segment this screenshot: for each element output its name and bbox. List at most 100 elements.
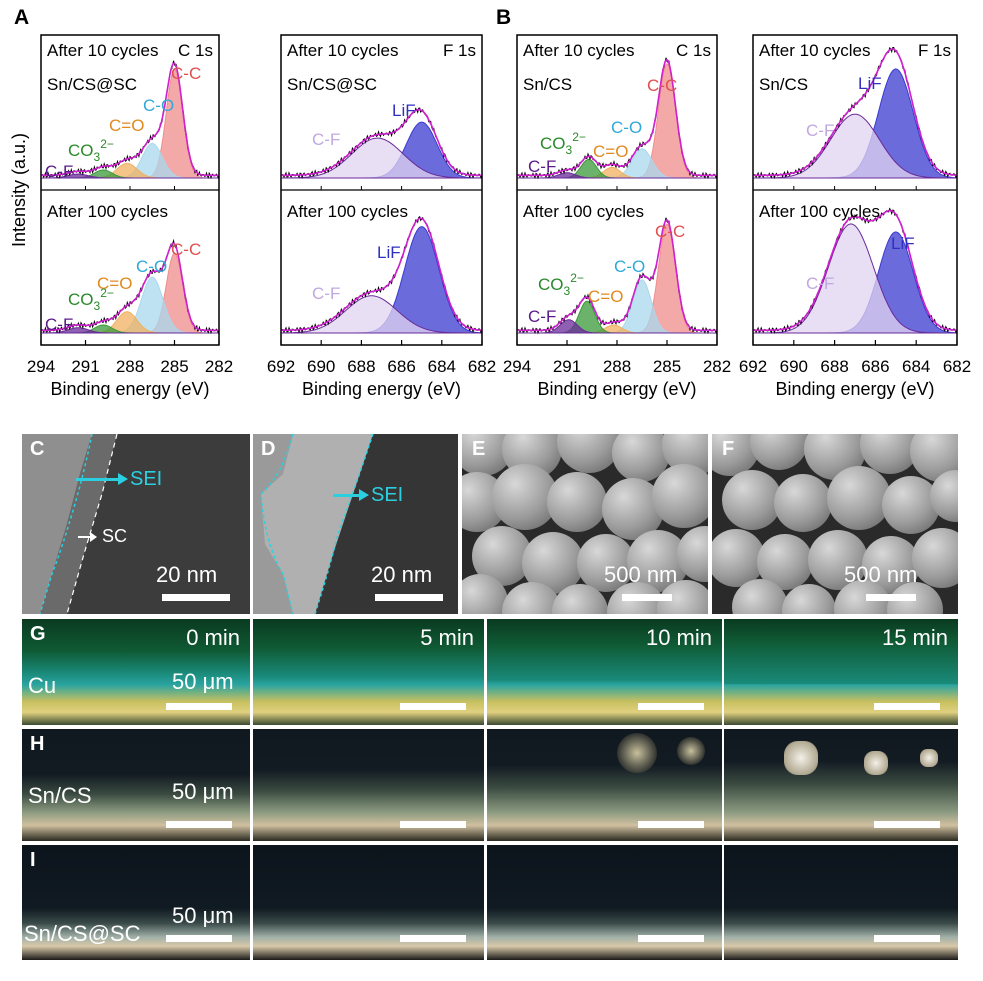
- scale-bar-g: [874, 703, 940, 710]
- optical-image-g-0: G Cu 50 μm 0 min: [22, 619, 250, 725]
- x-axis-label: Binding energy (eV): [50, 379, 209, 399]
- sem-particle: [722, 470, 782, 530]
- label-cf: C-F: [528, 157, 556, 176]
- optical-image-i-3: [724, 845, 958, 960]
- sem-image-f: F 500 nm: [712, 434, 958, 614]
- label-cc: C-C: [171, 64, 201, 83]
- sem-particle: [547, 472, 607, 532]
- panel-letter-c: C: [30, 438, 45, 460]
- tem-texture-d: [253, 434, 458, 614]
- label-cc: C-C: [655, 222, 685, 241]
- panel-letter-h: H: [30, 733, 45, 755]
- fit-envelope: [41, 62, 219, 177]
- optical-image-i-0: I Sn/CS@SC 50 μm: [22, 845, 250, 960]
- region-label: C 1s: [676, 41, 711, 60]
- scale-label-i: 50 μm: [172, 903, 234, 928]
- peak-c-f: [517, 172, 717, 179]
- region-label: F 1s: [918, 41, 951, 60]
- label-lif: LiF: [377, 243, 401, 262]
- optical-texture: [253, 845, 484, 960]
- optical-image-i-1: [253, 845, 484, 960]
- tem-image-d: D SEI 20 nm: [253, 434, 458, 614]
- optical-image-h-0: H Sn/CS 50 μm: [22, 729, 250, 841]
- x-tick-label: 682: [943, 357, 971, 376]
- xps-panel-top: [752, 46, 958, 180]
- label-ceo: C=O: [588, 287, 623, 306]
- optical-image-h-3: [724, 729, 958, 841]
- sem-particle: [882, 476, 940, 534]
- peak-c-f: [280, 295, 482, 334]
- peak-c-f: [41, 173, 219, 179]
- fit-envelope: [753, 209, 957, 332]
- optical-image-h-1: [253, 729, 484, 841]
- x-tick-label: 291: [71, 357, 99, 376]
- state-label-10: After 10 cycles: [47, 41, 159, 60]
- panel-letter-i: I: [30, 849, 36, 871]
- label-lif: LiF: [858, 74, 882, 93]
- label-lif: LiF: [891, 234, 915, 253]
- label-ceo: C=O: [109, 116, 144, 135]
- sei-arrow-head-d: [359, 489, 369, 501]
- xps-figure: 294 291 288 285 282 Binding energy (eV) After …: [9, 6, 971, 399]
- scale-bar-g: [400, 703, 466, 710]
- sample-label: Sn/CS: [759, 75, 808, 94]
- fit-envelope: [281, 108, 482, 177]
- sem-particle: [774, 474, 832, 532]
- label-co: C-O: [143, 96, 174, 115]
- scale-bar-d: [375, 594, 443, 601]
- x-tick-label: 684: [902, 357, 930, 376]
- x-axis-label: Binding energy (eV): [537, 379, 696, 399]
- scale-bar-e: [622, 594, 672, 601]
- state-label-10: After 10 cycles: [759, 41, 871, 60]
- sei-arrow-head: [118, 473, 128, 485]
- optical-image-i-2: [487, 845, 722, 960]
- label-cf: C-F: [528, 307, 556, 326]
- sem-particle: [912, 528, 958, 588]
- x-tick-label: 285: [160, 357, 188, 376]
- sei-arrow-d: [333, 494, 361, 497]
- xps-panel-top: [280, 107, 483, 179]
- y-axis-label: Intensity (a.u.): [9, 133, 29, 247]
- sei-label-d: SEI: [371, 484, 404, 506]
- fit-envelope: [753, 48, 957, 177]
- x-tick-label: 690: [307, 357, 335, 376]
- sc-arrow: [78, 536, 92, 538]
- panel-letter-a: A: [14, 6, 29, 29]
- x-tick-label: 690: [780, 357, 808, 376]
- x-tick-label: 684: [428, 357, 456, 376]
- label-cf: C-F: [45, 315, 73, 334]
- x-tick-label: 692: [267, 357, 295, 376]
- sample-label: Sn/CS@SC: [287, 75, 377, 94]
- state-label-100: After 100 cycles: [759, 202, 880, 221]
- peak-c-f: [753, 113, 957, 179]
- scale-label-f: 500 nm: [844, 562, 918, 587]
- sem-image-e: E 500 nm: [462, 434, 708, 614]
- label-ceo: C=O: [593, 142, 628, 161]
- scale-label-c: 20 nm: [156, 562, 218, 587]
- scale-bar-g: [638, 703, 704, 710]
- sample-label: Sn/CS@SC: [47, 75, 137, 94]
- x-tick-label: 688: [820, 357, 848, 376]
- scale-bar-f: [866, 594, 916, 601]
- x-tick-label: 285: [653, 357, 681, 376]
- scale-bar-i: [166, 935, 232, 942]
- time-label-0: 0 min: [186, 625, 240, 650]
- optical-texture: [724, 845, 958, 960]
- fit-envelope: [281, 217, 482, 332]
- label-cf: C-F: [312, 130, 340, 149]
- sem-particle: [577, 534, 635, 592]
- state-label-100: After 100 cycles: [47, 202, 168, 221]
- peak-c-f: [41, 327, 219, 334]
- label-cc: C-C: [647, 76, 677, 95]
- scale-bar-h: [400, 821, 466, 828]
- xps-panel-top: [516, 57, 718, 180]
- dendrite-cluster: [864, 751, 888, 775]
- sc-label: SC: [102, 526, 128, 546]
- row-label-sncs: Sn/CS: [28, 783, 92, 808]
- scale-bar-i: [874, 935, 940, 942]
- xps-panel-top: [40, 60, 220, 180]
- label-lif: LiF: [392, 101, 416, 120]
- x-tick-label: 291: [553, 357, 581, 376]
- scale-label-h: 50 μm: [172, 779, 234, 804]
- x-tick-label: 294: [27, 357, 55, 376]
